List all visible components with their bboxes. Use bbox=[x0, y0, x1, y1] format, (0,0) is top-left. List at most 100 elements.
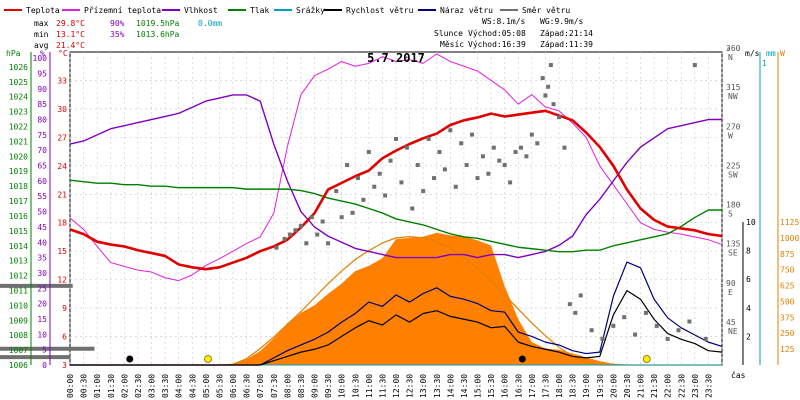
tick-dir-cardinal: S bbox=[728, 210, 733, 219]
wind-direction-point bbox=[282, 236, 287, 241]
wind-direction-point bbox=[475, 176, 480, 181]
tick-w: 500 bbox=[780, 297, 795, 306]
tick-pct: 80 bbox=[37, 116, 47, 125]
tick-pct: 40 bbox=[37, 238, 47, 247]
wind-direction-point bbox=[508, 180, 513, 185]
wind-direction-point bbox=[633, 332, 638, 337]
info-moon-label: Měsíc bbox=[440, 40, 464, 49]
tick-hpa: 1021 bbox=[9, 137, 28, 146]
tick-hpa: 1019 bbox=[9, 167, 28, 176]
wind-direction-point bbox=[377, 171, 382, 176]
legend-wind-direction: Směr větru bbox=[500, 6, 570, 15]
tick-w: 875 bbox=[780, 250, 795, 259]
tick-temp: 27 bbox=[57, 133, 67, 142]
axis-unit-mm: mm bbox=[766, 49, 776, 58]
tick-x: 15:30 bbox=[487, 374, 496, 398]
tick-x: 12:30 bbox=[406, 374, 415, 398]
tick-x: 19:30 bbox=[596, 374, 605, 398]
legend-temperature: Teplota bbox=[4, 6, 60, 15]
tick-hpa: 1020 bbox=[9, 152, 28, 161]
wind-direction-point bbox=[399, 180, 404, 185]
tick-pct: 75 bbox=[37, 131, 47, 140]
legend-apparent-temperature: Přízemní teplota bbox=[62, 6, 161, 15]
wind-direction-point bbox=[513, 149, 518, 154]
tick-x: 23:00 bbox=[691, 374, 700, 398]
tick-hpa: 1022 bbox=[9, 123, 28, 132]
legend-label: Přízemní teplota bbox=[84, 6, 161, 15]
tick-x: 08:30 bbox=[297, 374, 306, 398]
tick-x: 02:00 bbox=[120, 374, 129, 398]
tick-dir-cardinal: SW bbox=[728, 170, 738, 179]
tick-w: 750 bbox=[780, 266, 795, 275]
tick-hpa: 1015 bbox=[9, 227, 28, 236]
tick-x: 23:30 bbox=[704, 374, 713, 398]
wind-direction-point bbox=[334, 189, 339, 194]
legend-humidity: Vlhkost bbox=[162, 6, 218, 15]
tick-x: 04:30 bbox=[188, 374, 197, 398]
wind-direction-point bbox=[410, 206, 415, 211]
tick-hpa: 1025 bbox=[9, 78, 28, 87]
tick-dir: 180 bbox=[726, 201, 741, 210]
wind-direction-point bbox=[315, 232, 320, 237]
wind-direction-point bbox=[339, 215, 344, 220]
stats-max-temp: 29.8°C bbox=[56, 19, 85, 28]
tick-temp: 6 bbox=[62, 333, 67, 342]
stats-max-rain: 0.0mm bbox=[198, 19, 222, 28]
tick-x: 09:00 bbox=[311, 374, 320, 398]
wind-direction-point bbox=[355, 176, 360, 181]
tick-pct: 50 bbox=[37, 208, 47, 217]
wind-direction-point bbox=[388, 158, 393, 163]
tick-pct: 60 bbox=[37, 177, 47, 186]
tick-dir-cardinal: SE bbox=[728, 249, 738, 258]
tick-temp: 21 bbox=[57, 190, 67, 199]
tick-x: 14:00 bbox=[446, 374, 455, 398]
wind-direction-point bbox=[486, 171, 491, 176]
legend-label: Tlak bbox=[250, 6, 269, 15]
tick-w: 375 bbox=[780, 313, 795, 322]
tick-pct: 10 bbox=[37, 330, 47, 339]
legend-label: Vlhkost bbox=[184, 6, 218, 15]
tick-x: 07:00 bbox=[256, 374, 265, 398]
tick-x: 18:00 bbox=[555, 374, 564, 398]
tick-x: 20:30 bbox=[623, 374, 632, 398]
wind-direction-point bbox=[643, 310, 648, 315]
tick-pct: 30 bbox=[37, 269, 47, 278]
tick-pct: 95 bbox=[37, 69, 47, 78]
wind-direction-point bbox=[548, 63, 553, 68]
tick-dir: 315 bbox=[726, 83, 741, 92]
stats-block: max 29.8°C 90% 1019.5hPa 0.0mm min 13.1°… bbox=[34, 19, 222, 50]
tick-pct: 5 bbox=[42, 346, 47, 355]
wind-direction-point bbox=[366, 149, 371, 154]
tick-x: 19:00 bbox=[582, 374, 591, 398]
legend-label: Náraz větru bbox=[440, 6, 493, 15]
tick-pct: 55 bbox=[37, 192, 47, 201]
tick-x: 11:00 bbox=[365, 374, 374, 398]
series-solar-area bbox=[70, 232, 722, 365]
tick-hpa: 1012 bbox=[9, 272, 28, 281]
wind-direction-point bbox=[535, 141, 540, 146]
wind-direction-point bbox=[611, 323, 616, 328]
wind-direction-point bbox=[421, 189, 426, 194]
wind-direction-point bbox=[703, 336, 708, 341]
tick-pct: 100 bbox=[33, 54, 48, 63]
wind-direction-point bbox=[432, 176, 437, 181]
tick-w: 125 bbox=[780, 345, 795, 354]
tick-dir: 90 bbox=[726, 279, 736, 288]
wind-direction-point bbox=[464, 163, 469, 168]
wind-direction-point bbox=[480, 154, 485, 159]
wind-direction-point bbox=[497, 158, 502, 163]
wind-direction-point bbox=[573, 310, 578, 315]
tick-x: 12:00 bbox=[392, 374, 401, 398]
tick-w: 625 bbox=[780, 282, 795, 291]
wind-direction-point bbox=[345, 163, 350, 168]
moon-marker bbox=[126, 355, 134, 363]
tick-hpa: 1010 bbox=[9, 301, 28, 310]
tick-pct: 70 bbox=[37, 146, 47, 155]
wind-direction-point bbox=[654, 323, 659, 328]
tick-hpa: 1018 bbox=[9, 182, 28, 191]
tick-hpa: 1007 bbox=[9, 346, 28, 355]
tick-hpa: 1024 bbox=[9, 93, 28, 102]
stats-avg-label: avg bbox=[34, 41, 49, 50]
tick-hpa: 1023 bbox=[9, 108, 28, 117]
tick-w: 1125 bbox=[780, 218, 799, 227]
